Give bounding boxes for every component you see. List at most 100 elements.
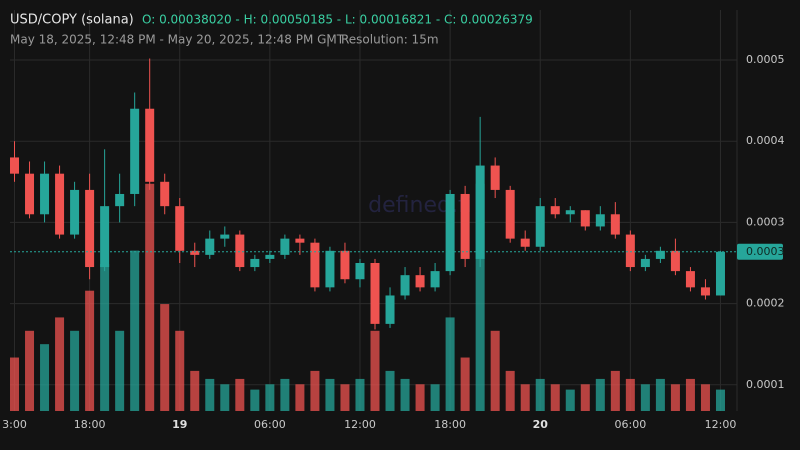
candle-body	[490, 165, 500, 190]
volume-bar	[205, 378, 215, 411]
volume-bar	[385, 370, 395, 411]
volume-bar	[310, 370, 320, 411]
volume-bar	[115, 330, 125, 411]
volume-bar	[445, 317, 455, 411]
candle-body	[280, 238, 290, 255]
candle-body	[145, 108, 155, 182]
volume-bar	[475, 183, 485, 411]
candle-body	[445, 193, 455, 272]
volume-bar	[535, 378, 545, 411]
candle-body	[400, 275, 410, 296]
candle-body	[670, 250, 680, 272]
candle-body	[70, 189, 80, 235]
volume-bar	[490, 330, 500, 411]
volume-bar	[460, 357, 470, 411]
candle-body	[10, 157, 20, 174]
candle-body	[175, 206, 185, 251]
volume-bar	[355, 378, 365, 411]
volume-bar	[40, 344, 50, 411]
x-tick-label: 18:00	[434, 418, 466, 431]
x-tick-label: 20	[533, 418, 549, 431]
volume-bar	[190, 370, 200, 411]
y-tick-label: 0.0005	[746, 53, 785, 66]
volume-bar	[520, 384, 530, 411]
candle-body	[640, 258, 650, 268]
candle-body	[40, 173, 50, 215]
candle-body	[265, 254, 275, 259]
volume-bar	[370, 330, 380, 411]
candle-body	[85, 189, 95, 268]
candle-body	[700, 287, 710, 296]
volume-bar	[565, 389, 575, 411]
separator: |	[326, 33, 330, 47]
candle-body	[595, 214, 605, 227]
candle-body	[460, 193, 470, 259]
x-tick-label: 06:00	[615, 418, 647, 431]
volume-bar	[715, 389, 725, 411]
y-tick-label: 0.0002	[746, 297, 785, 310]
volume-bar	[400, 378, 410, 411]
volume-bar	[85, 290, 95, 411]
volume-bar	[265, 384, 275, 411]
candle-body	[205, 238, 215, 255]
candle-body	[160, 181, 170, 207]
candle-body	[685, 271, 695, 288]
volume-bar	[10, 357, 20, 411]
y-tick-label: 0.0004	[746, 134, 785, 147]
x-tick-label: 06:00	[254, 418, 286, 431]
subtitle: May 18, 2025, 12:48 PM - May 20, 2025, 1…	[10, 33, 345, 47]
last-price-badge	[737, 243, 783, 260]
volume-bar	[700, 384, 710, 411]
volume-bar	[130, 250, 140, 411]
candle-body	[220, 234, 230, 239]
volume-bar	[250, 389, 260, 411]
x-tick-label: 18:00	[74, 418, 106, 431]
candle-body	[235, 234, 245, 268]
volume-bar	[595, 378, 605, 411]
candle-body	[55, 173, 65, 235]
candle-body	[355, 262, 365, 280]
resolution: Resolution: 15m	[341, 33, 439, 47]
candle-body	[190, 250, 200, 255]
candle-body	[475, 165, 485, 259]
x-tick-label: 12:00	[705, 418, 737, 431]
volume-bar	[505, 370, 515, 411]
candle-body	[505, 189, 515, 239]
candle-body	[625, 234, 635, 268]
candle-body	[100, 206, 110, 268]
candle-body	[430, 271, 440, 288]
volume-bar	[100, 263, 110, 411]
volume-bar	[25, 330, 35, 411]
volume-bar	[655, 378, 665, 411]
x-tick-label: 12:00	[344, 418, 376, 431]
candle-body	[415, 275, 425, 288]
volume-bar	[670, 384, 680, 411]
candle-body	[310, 242, 320, 288]
volume-bar	[430, 384, 440, 411]
volume-bar	[220, 384, 230, 411]
candle-body	[580, 210, 590, 227]
candle-body	[250, 258, 260, 268]
watermark: defined.fi	[368, 193, 472, 218]
volume-bar	[640, 384, 650, 411]
volume-bar	[415, 384, 425, 411]
volume-bar	[55, 317, 65, 411]
candle-body	[295, 238, 305, 243]
candle-body	[610, 214, 620, 235]
candle-body	[550, 206, 560, 215]
last-price-label: 0.0003	[746, 245, 785, 258]
candle-body	[340, 250, 350, 280]
candle-body	[520, 238, 530, 247]
candle-body	[715, 251, 725, 296]
volume-bar	[70, 330, 80, 411]
x-tick-label: 19	[172, 418, 187, 431]
volume-bar	[685, 378, 695, 411]
y-tick-label: 0.0001	[746, 378, 785, 391]
volume-bar	[280, 378, 290, 411]
candle-body	[325, 250, 335, 288]
volume-bar	[625, 378, 635, 411]
volume-bar	[145, 183, 155, 411]
marks-layer	[10, 58, 725, 411]
candle-body	[370, 262, 380, 324]
